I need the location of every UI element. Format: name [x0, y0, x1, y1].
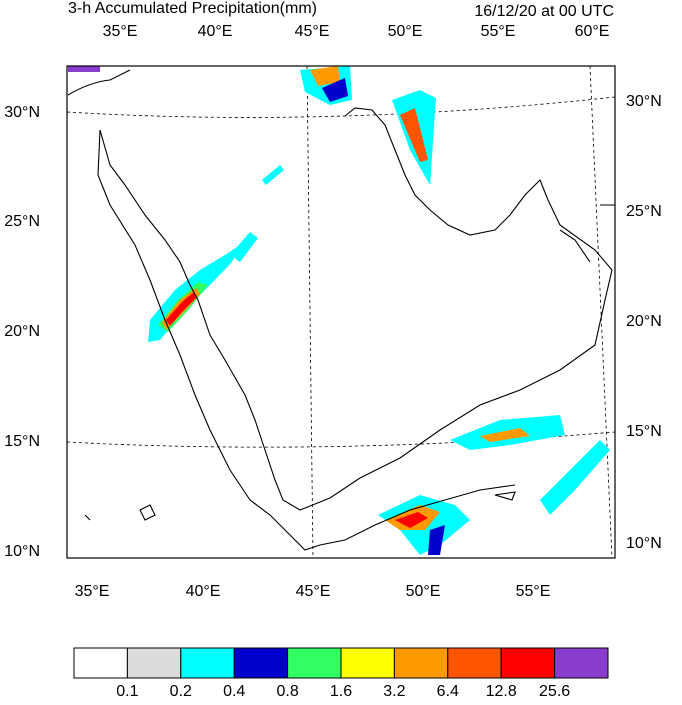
coastline	[67, 69, 613, 511]
coastline	[97, 129, 516, 551]
colorbar-box	[180, 647, 235, 679]
precip-area	[68, 66, 100, 72]
lon-label: 45°E	[295, 23, 330, 40]
colorbar-box	[393, 647, 449, 679]
lon-label: 45°E	[296, 583, 331, 600]
graticule	[306, 65, 314, 559]
lon-label: 50°E	[406, 583, 441, 600]
colorbar-box	[500, 647, 556, 679]
lat-label: 20°N	[626, 313, 662, 330]
precip-area	[395, 512, 428, 528]
lon-label: 50°E	[388, 23, 423, 40]
lat-label: 30°N	[4, 104, 40, 121]
colorbar-box	[447, 647, 502, 679]
colorbar-box	[126, 647, 182, 679]
colorbar-box	[340, 647, 395, 679]
precip-area	[540, 440, 610, 515]
colorbar-label: 25.6	[539, 683, 570, 700]
map-background	[67, 66, 615, 558]
colorbar-label: 3.2	[383, 683, 405, 700]
lat-label: 15°N	[626, 423, 662, 440]
lat-label: 15°N	[4, 433, 40, 450]
lat-label: 10°N	[4, 543, 40, 560]
lat-label: 10°N	[626, 535, 662, 552]
colorbar-label: 0.4	[223, 683, 245, 700]
colorbar-label: 0.8	[276, 683, 298, 700]
lon-label: 35°E	[103, 23, 138, 40]
lat-label: 20°N	[4, 323, 40, 340]
lon-label: 55°E	[516, 583, 551, 600]
colorbar-label: 6.4	[437, 683, 459, 700]
coastline	[559, 204, 615, 263]
lon-label: 55°E	[481, 23, 516, 40]
precipitation	[68, 66, 610, 555]
lon-label: 40°E	[186, 583, 221, 600]
colorbar-box	[233, 647, 289, 679]
colorbar-label: 12.8	[486, 683, 517, 700]
lat-label: 25°N	[4, 213, 40, 230]
precip-area	[428, 525, 445, 555]
colorbar-label: 0.2	[170, 683, 192, 700]
precip-area	[322, 78, 348, 102]
title: 3-h Accumulated Precipitation(mm)	[68, 0, 317, 17]
precip-area	[166, 292, 196, 326]
colorbar-box	[554, 647, 609, 679]
lon-label: 35°E	[75, 583, 110, 600]
graticule	[66, 96, 616, 118]
lon-label: 60°E	[575, 23, 610, 40]
precip-area	[400, 108, 428, 162]
graticule	[589, 65, 613, 559]
colorbar-label: 0.1	[116, 683, 138, 700]
coastline	[84, 491, 516, 521]
colorbar-box	[73, 647, 128, 679]
precip-area	[310, 66, 340, 86]
lat-label: 25°N	[626, 203, 662, 220]
map-frame	[66, 65, 616, 559]
map	[66, 65, 616, 559]
timestamp: 16/12/20 at 00 UTC	[474, 3, 614, 20]
colorbar-box	[287, 647, 342, 679]
precip-area	[262, 165, 284, 185]
lon-label: 40°E	[198, 23, 233, 40]
precip-area	[230, 232, 258, 262]
lat-label: 30°N	[626, 93, 662, 110]
colorbar-label: 1.6	[330, 683, 352, 700]
precip-area	[480, 428, 530, 442]
